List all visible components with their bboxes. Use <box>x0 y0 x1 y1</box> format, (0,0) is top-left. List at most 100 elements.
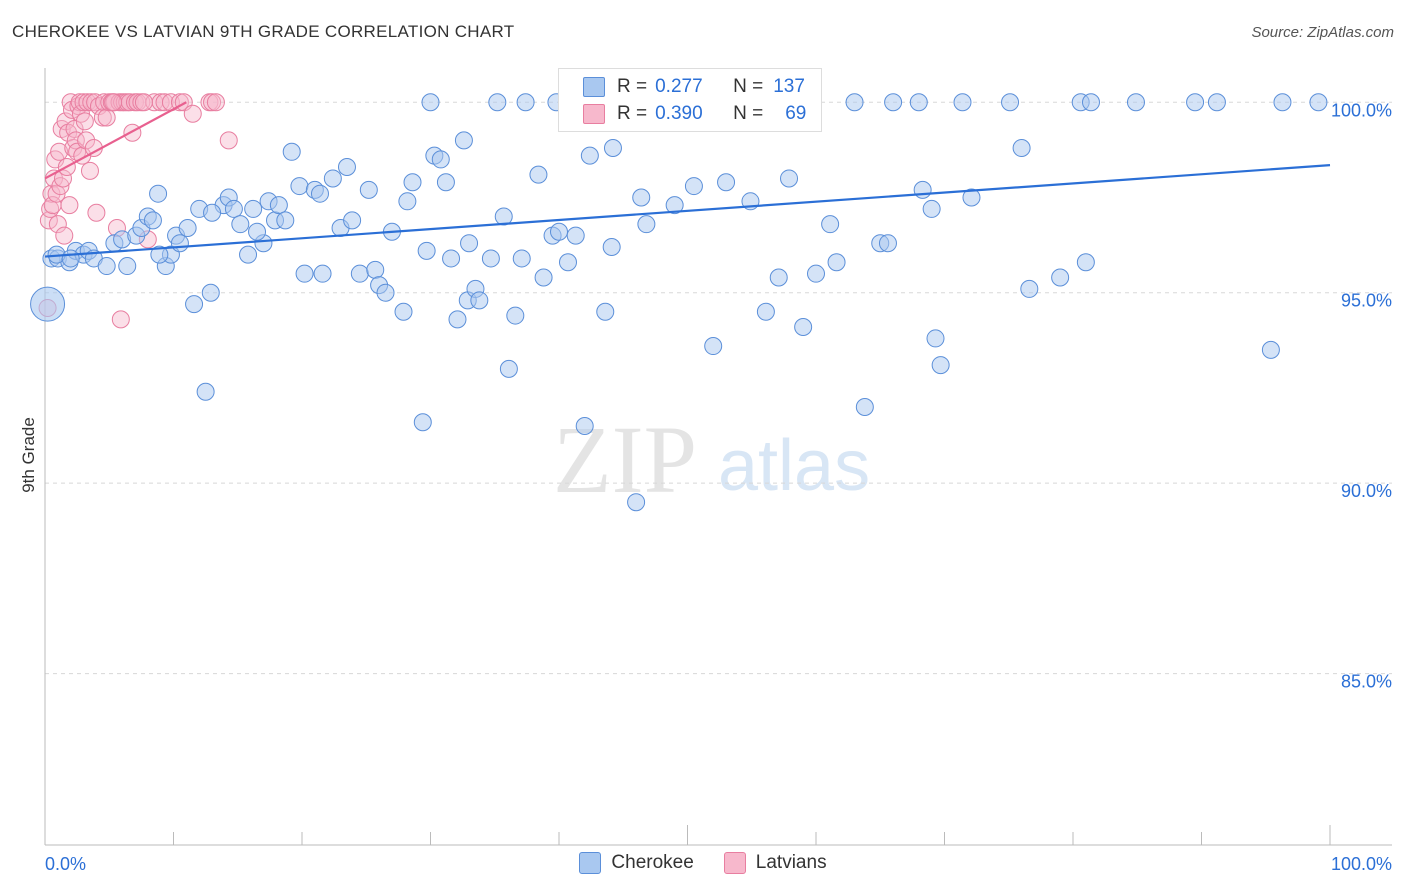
cherokee-point <box>1051 268 1070 287</box>
latvians-trend-line <box>44 101 187 180</box>
latvians-point <box>206 93 225 112</box>
cherokee-point <box>149 184 168 203</box>
cherokee-point <box>516 93 535 112</box>
latvians-point <box>60 196 79 215</box>
cherokee-point <box>926 329 945 348</box>
x-tick-label: 100.0% <box>1331 854 1392 874</box>
cherokee-point <box>550 222 568 241</box>
cherokee-point <box>845 93 864 112</box>
cherokee-point <box>413 413 432 432</box>
latvians-point <box>93 108 112 127</box>
gridlines <box>45 101 1392 675</box>
latvians-point <box>155 93 174 112</box>
cherokee-point <box>1001 93 1020 112</box>
cherokee-point <box>807 264 825 283</box>
latvians-point <box>111 310 130 329</box>
legend-item-latvians: Latvians <box>723 852 827 874</box>
cherokee-point <box>359 180 378 199</box>
cherokee-point <box>1186 93 1205 112</box>
cherokee-point <box>436 173 455 192</box>
cherokee-point <box>442 249 461 268</box>
legend-row-cherokee: R = 0.277 N = 137 <box>583 74 805 100</box>
latvians-point <box>80 161 99 180</box>
cherokee-point <box>196 382 215 401</box>
cherokee-point <box>394 302 413 321</box>
latvians-point <box>50 142 69 161</box>
latvians-point <box>87 203 106 222</box>
cherokee-point <box>1126 93 1145 112</box>
cherokee-point <box>953 93 972 112</box>
cherokee-point <box>97 257 116 276</box>
r-label: R = <box>617 76 648 97</box>
cherokee-point <box>239 245 258 264</box>
cherokee-point <box>1207 93 1226 112</box>
cherokee-point <box>499 359 518 378</box>
cherokee-point <box>323 169 342 188</box>
latvians-point <box>97 108 116 127</box>
cherokee-point <box>1081 93 1100 112</box>
latvians-point <box>104 93 123 112</box>
latvians-point <box>42 184 61 203</box>
cherokee-point <box>248 222 267 241</box>
latvians-point <box>183 104 202 123</box>
cherokee-point <box>756 302 775 321</box>
cherokee-point <box>717 173 736 192</box>
cherokee-swatch <box>583 77 605 97</box>
cherokee-point <box>769 268 788 287</box>
chart-title: CHEROKEE VS LATVIAN 9TH GRADE CORRELATIO… <box>12 22 515 41</box>
cherokee-point <box>276 211 295 230</box>
y-tick-label: 100.0% <box>1331 100 1392 120</box>
cherokee-point <box>794 318 813 336</box>
cherokee-point <box>529 165 548 184</box>
latvians-points <box>38 93 238 329</box>
latvians-swatch <box>583 104 605 124</box>
cherokee-point <box>704 337 723 356</box>
cherokee-point <box>366 260 385 279</box>
cherokee-point <box>417 241 436 260</box>
latvians-point <box>219 131 238 150</box>
cherokee-point <box>665 196 684 215</box>
cherokee-point <box>913 180 932 199</box>
latvians-legend-swatch <box>723 852 746 874</box>
cherokee-point <box>470 291 489 310</box>
latvians-point <box>65 119 84 138</box>
cherokee-point <box>118 257 137 276</box>
cherokee-point <box>313 264 332 283</box>
x-tick-label: 0.0% <box>45 854 86 874</box>
cherokee-point <box>596 302 615 321</box>
series-legend: Cherokee Latvians <box>0 852 1406 874</box>
cherokee-point <box>632 188 651 207</box>
cherokee-point <box>454 131 473 150</box>
n-label: N = <box>733 103 764 124</box>
cherokee-point <box>178 218 197 237</box>
r-value: 0.277 <box>655 76 703 97</box>
cherokee-point <box>282 142 301 161</box>
cherokee-point <box>922 199 941 218</box>
cherokee-point <box>575 417 594 436</box>
legend-row-latvians: R = 0.390 N = 69 <box>583 101 806 127</box>
cherokee-point <box>603 138 622 157</box>
latvians-point <box>123 123 142 142</box>
latvians-point <box>39 211 58 230</box>
cherokee-point <box>337 158 356 177</box>
cherokee-point <box>494 207 513 226</box>
cherokee-point <box>244 199 263 218</box>
cherokee-point <box>580 146 599 165</box>
cherokee-point <box>310 184 329 203</box>
cherokee-point <box>512 249 531 268</box>
cherokee-legend-label: Cherokee <box>611 852 694 873</box>
latvians-point <box>75 112 94 131</box>
cherokee-point <box>637 215 656 234</box>
cherokee-point <box>909 93 928 112</box>
cherokee-point <box>558 253 577 272</box>
latvians-point <box>48 215 67 234</box>
stats-legend: R = 0.277 N = 137 R = 0.390 N = 69 <box>558 68 822 132</box>
cherokee-point <box>421 93 440 112</box>
r-value: 0.390 <box>655 103 703 124</box>
cherokee-trend-line <box>44 164 1331 258</box>
cherokee-point <box>224 199 243 218</box>
cherokee-point <box>821 215 840 234</box>
watermark-atlas: atlas <box>718 426 870 506</box>
cherokee-point <box>460 234 479 253</box>
